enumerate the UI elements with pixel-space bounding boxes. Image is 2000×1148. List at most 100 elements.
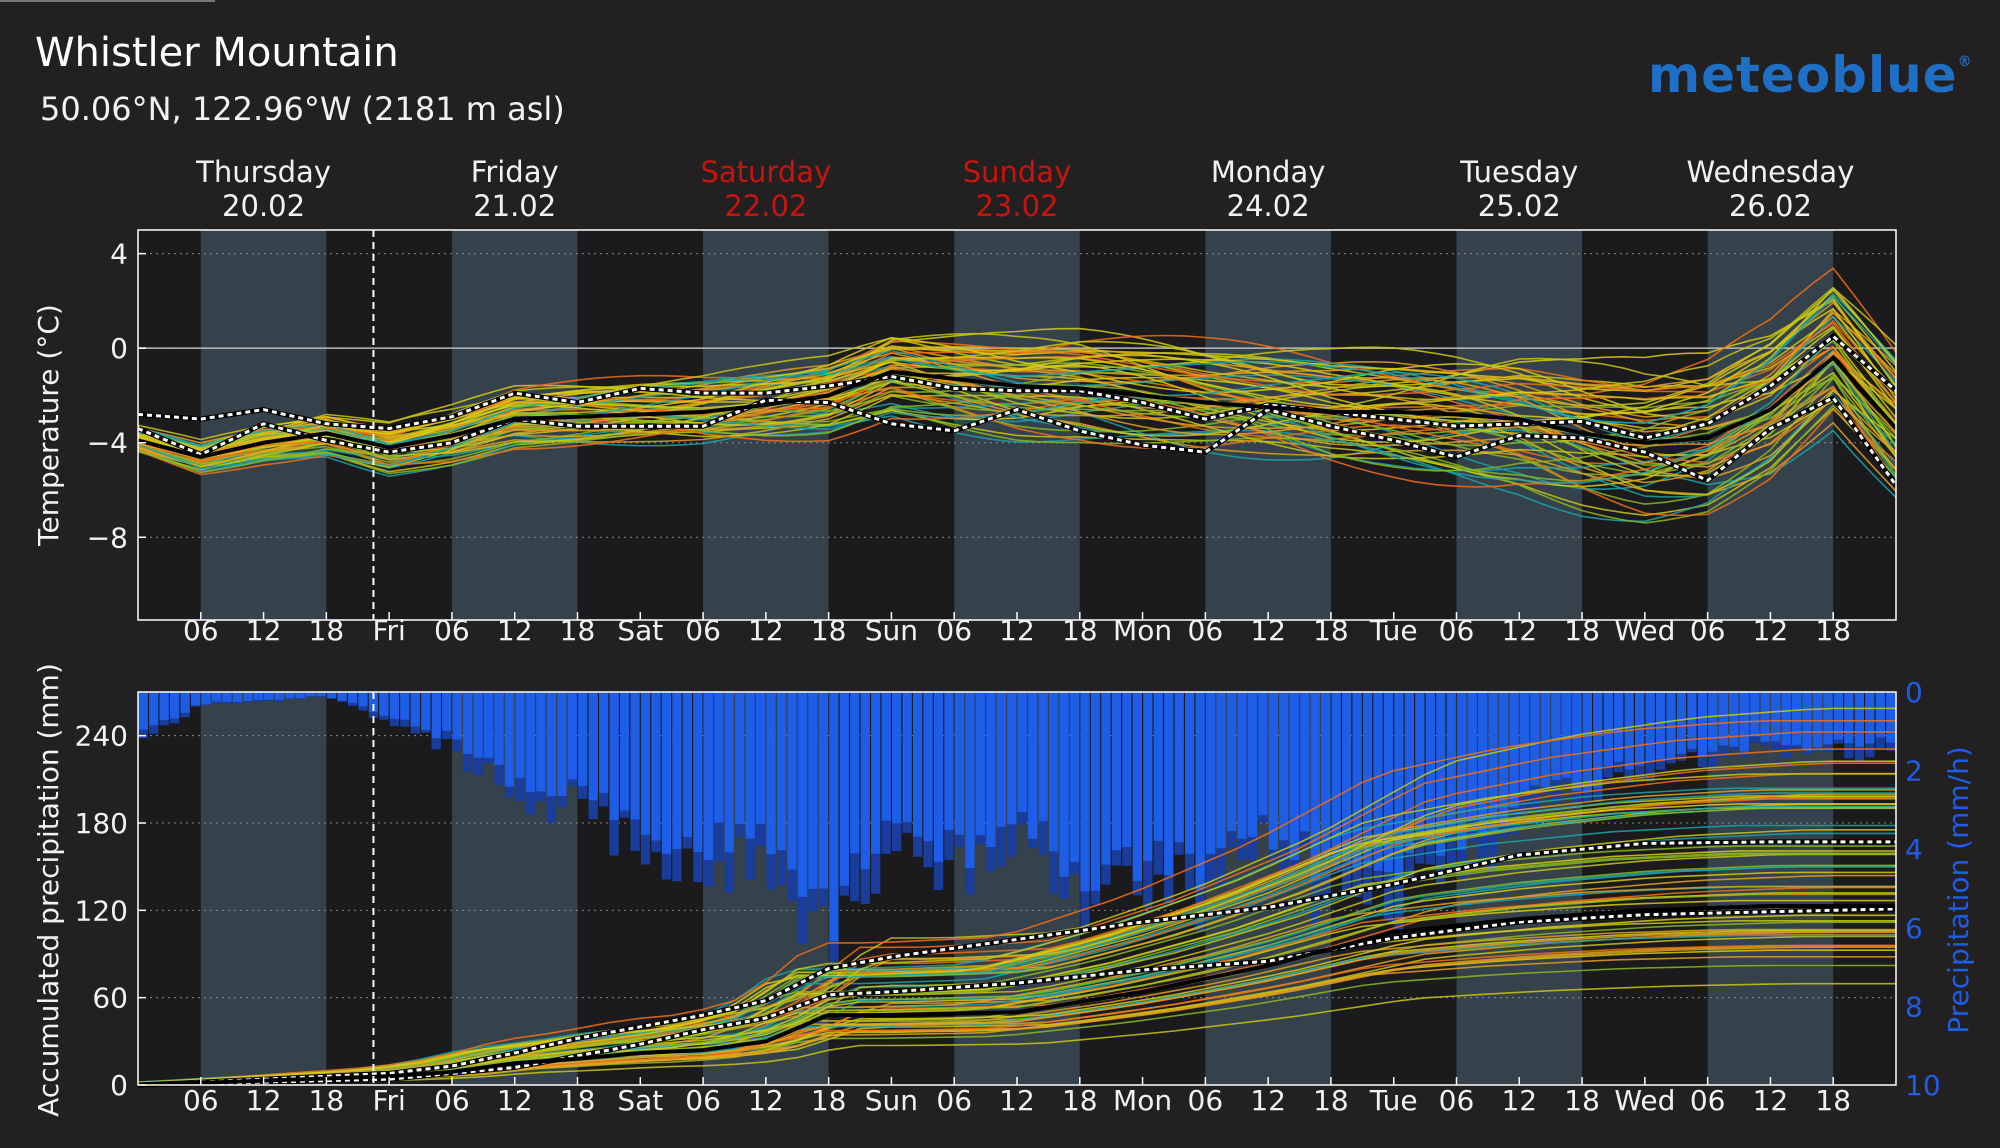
precipitation-bar xyxy=(1279,692,1289,841)
precipitation-bar xyxy=(1101,692,1111,865)
precipitation-bar xyxy=(1132,692,1142,881)
precipitation-rate-tick-label: 6 xyxy=(1905,912,1923,945)
x-tick-label: 18 xyxy=(811,614,847,647)
x-tick-label: 12 xyxy=(1753,1084,1789,1117)
precipitation-rate-tick-label: 4 xyxy=(1905,833,1923,866)
precipitation-bar xyxy=(1593,692,1603,789)
x-tick-label: 06 xyxy=(1188,614,1224,647)
precipitation-bar xyxy=(839,692,849,886)
precipitation-bar xyxy=(850,692,860,854)
precipitation-bar xyxy=(264,692,274,700)
temperature-ensemble-member xyxy=(137,336,1897,458)
x-tick-label: 12 xyxy=(748,1084,784,1117)
x-tick-label: 12 xyxy=(1501,1084,1537,1117)
x-tick-label: 06 xyxy=(685,614,721,647)
precipitation-bar xyxy=(494,692,504,766)
accumulated-precipitation-axis-label: Accumulated precipitation (mm) xyxy=(32,663,65,1117)
precipitation-bar xyxy=(954,692,965,835)
accumulated-tick-label: 180 xyxy=(75,807,128,840)
day-date-label: 21.02 xyxy=(473,189,556,223)
precipitation-bar xyxy=(295,692,305,699)
meteoblue-logo[interactable]: meteoblue® xyxy=(1648,46,1973,104)
precipitation-bar xyxy=(1457,692,1467,851)
precipitation-bar xyxy=(1153,692,1163,841)
precipitation-rate-axis-label: Precipitation (mm/h) xyxy=(1942,746,1975,1034)
precipitation-bar xyxy=(755,692,766,824)
x-tick-label: 06 xyxy=(183,614,219,647)
precipitation-bar xyxy=(923,692,933,842)
precipitation-bar xyxy=(1467,692,1477,822)
x-tick-label: 12 xyxy=(246,614,282,647)
precipitation-bar xyxy=(714,692,724,823)
precipitation-bar xyxy=(1436,692,1446,857)
x-tick-label: 18 xyxy=(1815,1084,1851,1117)
temperature-ensemble-member xyxy=(137,376,1897,476)
precipitation-bar xyxy=(881,692,891,821)
temperature-statistics xyxy=(137,333,1899,487)
x-tick-label: 18 xyxy=(560,614,596,647)
logo-text: meteoblue xyxy=(1648,46,1958,104)
precipitation-bar xyxy=(358,692,368,707)
precipitation-bar xyxy=(243,692,253,702)
x-tick-label: Sat xyxy=(617,1084,663,1117)
precipitation-bar xyxy=(169,692,180,719)
precipitation-bar xyxy=(379,692,389,716)
precipitation-bar xyxy=(619,692,630,811)
top-edge-line xyxy=(0,0,215,2)
precipitation-bar xyxy=(672,692,682,849)
precipitation-bar xyxy=(1865,692,1875,744)
x-tick-label: 12 xyxy=(1753,614,1789,647)
x-tick-label: 06 xyxy=(936,1084,972,1117)
precipitation-bar xyxy=(1143,692,1153,862)
precipitation-bar xyxy=(776,692,787,851)
day-name-label: Thursday xyxy=(195,155,331,189)
day-date-label: 22.02 xyxy=(724,189,807,223)
precipitation-bar xyxy=(578,692,588,787)
day-date-label: 20.02 xyxy=(222,189,305,223)
precipitation-bar xyxy=(515,692,525,779)
precipitation-bar xyxy=(703,692,713,861)
precipitation-ensemble-member xyxy=(137,788,1896,1085)
temperature-tick-label: −4 xyxy=(87,427,128,460)
temperature-ensemble-member xyxy=(137,299,1897,453)
x-tick-label: 18 xyxy=(1062,614,1098,647)
precipitation-bar xyxy=(306,692,316,697)
precipitation-bar xyxy=(190,692,201,706)
precipitation-bar xyxy=(1122,692,1132,848)
precipitation-bar xyxy=(389,692,400,719)
precipitation-bar xyxy=(1729,692,1739,747)
x-tick-label: 06 xyxy=(1690,1084,1726,1117)
day-date-label: 24.02 xyxy=(1227,189,1310,223)
precipitation-bar xyxy=(1341,692,1352,862)
temperature-upper-quantile xyxy=(137,334,1897,440)
day-date-label: 23.02 xyxy=(975,189,1058,223)
precipitation-bar xyxy=(201,692,211,705)
precipitation-bar xyxy=(1090,692,1101,891)
x-tick-label: 06 xyxy=(434,1084,470,1117)
precipitation-bar xyxy=(1383,692,1394,873)
daylight-band xyxy=(451,692,578,1085)
x-tick-label: 18 xyxy=(560,1084,596,1117)
precipitation-bar xyxy=(1007,692,1017,825)
precipitation-bar xyxy=(1017,692,1027,812)
x-tick-label: 18 xyxy=(309,1084,345,1117)
precipitation-bar xyxy=(222,692,232,703)
precipitation-bar xyxy=(1791,692,1802,746)
precipitation-bar xyxy=(1886,692,1896,743)
precipitation-bar xyxy=(567,692,577,780)
precipitation-bar xyxy=(1195,692,1205,890)
precipitation-bar xyxy=(410,692,420,727)
temperature-ensemble-member xyxy=(137,407,1897,517)
precipitation-bar xyxy=(1048,692,1059,852)
x-tick-label: 06 xyxy=(183,1084,219,1117)
logo-registered-mark: ® xyxy=(1957,54,1973,70)
precipitation-bar xyxy=(1446,692,1456,833)
x-tick-label: Sun xyxy=(865,1084,918,1117)
precipitation-bar xyxy=(1216,692,1226,849)
temperature-ensemble-member xyxy=(137,393,1897,523)
precipitation-bar xyxy=(1519,692,1530,794)
temperature-lower-quantile xyxy=(137,395,1898,487)
precipitation-bar xyxy=(326,692,337,699)
